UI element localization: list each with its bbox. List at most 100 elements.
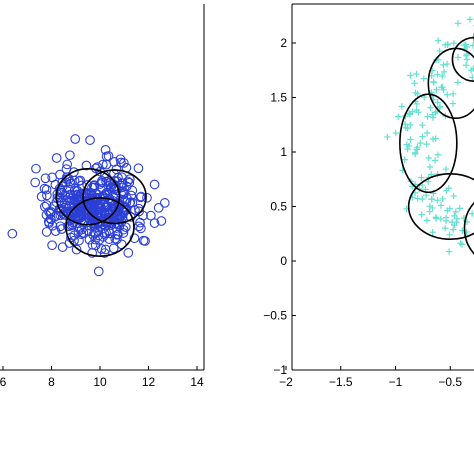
- data-point: [420, 75, 427, 82]
- data-point: [122, 176, 133, 187]
- right-point-layer: [384, 16, 474, 255]
- data-point: [413, 106, 420, 114]
- data-point: [414, 90, 421, 98]
- data-point: [62, 159, 73, 170]
- data-point: [429, 114, 437, 121]
- left-scatter-panel: 6 8 10 12 14: [0, 4, 205, 389]
- left-x-tick-label: 10: [93, 375, 107, 389]
- data-point: [124, 174, 135, 185]
- data-point: [92, 162, 103, 172]
- data-point: [384, 133, 391, 141]
- data-point: [405, 110, 413, 117]
- data-point: [449, 90, 457, 98]
- data-point: [42, 190, 52, 201]
- data-point: [429, 229, 436, 236]
- right-x-tick-label: −1: [389, 375, 403, 389]
- data-point: [440, 68, 448, 76]
- cluster-ellipse: [55, 168, 121, 226]
- right-x-tick-labels: −2 −1.5 −1 −0.5 0: [279, 375, 462, 389]
- data-point: [47, 240, 57, 251]
- right-y-tick-label: 0.5: [270, 200, 287, 214]
- data-point: [445, 248, 453, 255]
- cluster-ellipse: [427, 47, 474, 119]
- data-point: [426, 208, 433, 215]
- data-point: [103, 151, 114, 161]
- data-point: [65, 150, 75, 161]
- data-point: [411, 80, 418, 87]
- data-point: [407, 121, 414, 129]
- data-point: [31, 163, 41, 174]
- data-point: [434, 99, 441, 106]
- data-point: [71, 194, 82, 204]
- data-point: [432, 214, 440, 221]
- left-ellipse-layer: [55, 168, 147, 257]
- data-point: [436, 47, 443, 55]
- right-scatter-panel: −2 −1.5 −1 −0.5 0 −1 −0.5 0 0.5 1 1.5 2: [263, 3, 474, 389]
- data-point: [458, 241, 466, 248]
- data-point: [443, 60, 451, 68]
- data-point: [101, 176, 112, 187]
- data-point: [58, 208, 69, 219]
- data-point: [454, 79, 462, 86]
- data-point: [446, 205, 453, 212]
- data-point: [449, 100, 457, 107]
- cluster-ellipse: [407, 173, 474, 240]
- data-point: [457, 240, 464, 247]
- right-ticks: [285, 42, 451, 371]
- data-point: [433, 86, 440, 93]
- data-point: [422, 191, 430, 199]
- data-point: [392, 129, 399, 137]
- data-point: [450, 40, 458, 47]
- data-point: [109, 157, 119, 167]
- data-point: [7, 228, 18, 239]
- data-point: [462, 62, 470, 69]
- data-point: [398, 103, 406, 110]
- data-point: [64, 200, 75, 211]
- data-point: [463, 43, 471, 51]
- data-point: [401, 120, 409, 128]
- data-point: [413, 70, 420, 78]
- data-point: [434, 151, 442, 158]
- left-x-tick-labels: 6 8 10 12 14: [0, 375, 204, 389]
- data-point: [424, 113, 431, 120]
- data-point: [70, 134, 81, 144]
- data-point: [40, 173, 51, 184]
- data-point: [47, 220, 58, 231]
- data-point: [454, 54, 462, 61]
- data-point: [115, 211, 125, 222]
- data-point: [437, 202, 445, 209]
- data-point: [140, 236, 150, 246]
- data-point: [83, 225, 93, 236]
- data-point: [432, 135, 439, 142]
- data-point: [407, 136, 414, 143]
- data-point: [434, 37, 442, 44]
- cluster-ellipse: [451, 36, 474, 82]
- data-point: [118, 228, 129, 238]
- data-point: [133, 163, 144, 174]
- left-x-tick-label: 14: [190, 375, 204, 389]
- data-point: [113, 219, 124, 230]
- data-point: [72, 206, 83, 216]
- data-point: [73, 212, 84, 223]
- data-point: [51, 153, 62, 163]
- data-point: [127, 185, 138, 196]
- data-point: [66, 206, 77, 217]
- left-x-tick-label: 8: [48, 375, 55, 389]
- data-point: [30, 177, 41, 188]
- data-point: [442, 217, 450, 225]
- data-point: [138, 210, 148, 221]
- right-y-tick-label: −1: [273, 363, 287, 377]
- data-point: [81, 192, 92, 202]
- data-point: [41, 227, 52, 237]
- data-point: [403, 141, 411, 148]
- data-point: [426, 163, 434, 171]
- data-point: [430, 79, 437, 86]
- data-point: [444, 91, 451, 98]
- data-point: [466, 16, 474, 23]
- data-point: [130, 205, 140, 215]
- right-y-tick-label: 1.5: [270, 91, 287, 105]
- cluster-ellipse: [65, 197, 135, 257]
- data-point: [467, 67, 474, 74]
- data-point: [47, 172, 58, 183]
- data-point: [441, 224, 449, 232]
